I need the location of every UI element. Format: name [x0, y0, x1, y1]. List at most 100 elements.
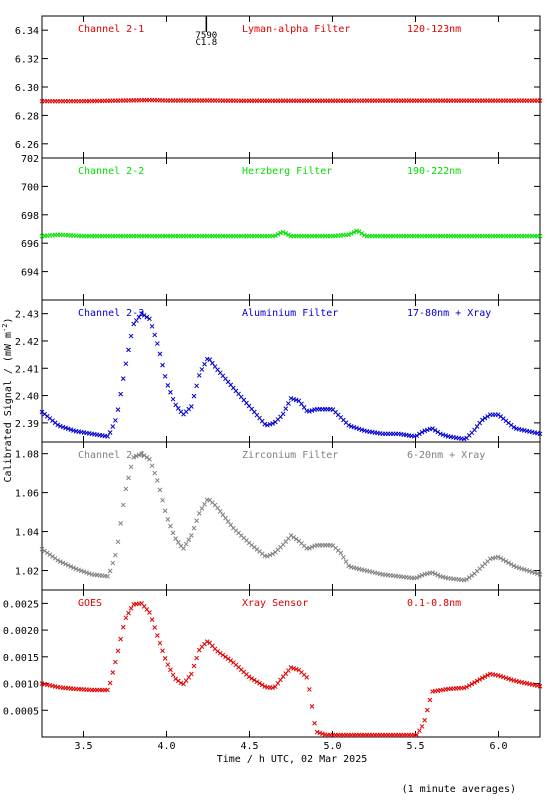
data-point [291, 396, 296, 402]
data-point [288, 665, 294, 670]
x-tick-label: 5.0 [323, 741, 341, 752]
data-point [461, 577, 467, 583]
data-point [181, 546, 186, 551]
data-point [537, 431, 543, 437]
data-point [435, 572, 441, 578]
data-point [424, 427, 430, 433]
data-point [275, 231, 281, 237]
panel-frame [41, 299, 541, 443]
data-point [498, 555, 504, 561]
panel-3: 2.39 2.40 2.41 2.42 2.43 Channel 2-3 Aluminium… [15, 299, 543, 443]
data-point [107, 680, 113, 686]
data-point [286, 232, 291, 238]
data-point [199, 367, 205, 372]
data-point [503, 675, 509, 681]
data-point [168, 389, 173, 395]
data-point [157, 640, 163, 646]
data-point [362, 232, 367, 238]
data-point [118, 521, 123, 526]
data-point [196, 510, 202, 516]
data-point [506, 560, 511, 566]
data-point [115, 407, 121, 413]
panel-band-label: 120-123nm [407, 24, 461, 35]
chart-panels: 6.26 6.28 6.30 6.32 6.34 Channel 2-1 Lyman-alp… [3, 15, 543, 752]
data-point [299, 401, 304, 407]
footnote: (1 minute averages) [402, 784, 516, 795]
data-point [55, 557, 61, 563]
data-point [474, 424, 480, 429]
data-point [306, 545, 312, 551]
y-axis-label: Calibrated Signal / (mW m-2) [1, 318, 14, 483]
data-point [204, 639, 210, 644]
x-axis-label: Time / h UTC, 02 Mar 2025 [217, 754, 368, 765]
y-tick-label: 702 [21, 154, 39, 165]
data-point [149, 323, 155, 329]
data-point [346, 422, 352, 428]
data-point [215, 648, 220, 654]
data-point [348, 231, 354, 236]
panel-frame [41, 157, 541, 301]
data-point [81, 569, 87, 575]
data-point [500, 674, 506, 680]
y-tick-label: 2.39 [15, 419, 39, 430]
data-point [419, 724, 425, 729]
panel-4: 1.02 1.04 1.06 1.08 Channel 2-4 Zirconium Fil… [15, 441, 543, 591]
data-point [113, 418, 118, 423]
data-point [134, 318, 139, 323]
data-point [149, 617, 155, 622]
y-tick-label: 2.41 [15, 364, 39, 375]
data-point [422, 717, 428, 723]
data-point [60, 560, 66, 566]
data-point [414, 575, 420, 581]
data-point [149, 463, 155, 469]
data-point [464, 684, 469, 690]
data-point [288, 533, 294, 538]
data-point [359, 231, 365, 236]
data-point [438, 431, 443, 437]
data-point [341, 554, 346, 560]
y-tick-label: 1.04 [15, 528, 39, 539]
data-point [259, 682, 265, 688]
panel-1: 6.26 6.28 6.30 6.32 6.34 Channel 2-1 Lyman-alp… [15, 15, 543, 159]
y-tick-label: 2.42 [15, 337, 39, 348]
data-point [532, 570, 538, 576]
data-point [170, 530, 176, 536]
data-point [199, 506, 205, 511]
data-point [165, 517, 171, 522]
y-tick-label: 0.0015 [3, 653, 39, 664]
data-point [338, 550, 344, 556]
data-point [495, 412, 501, 418]
data-point [246, 674, 252, 680]
panel-band-label: 0.1-0.8nm [407, 598, 461, 609]
data-point [136, 314, 142, 320]
data-point [178, 680, 184, 686]
data-point [113, 659, 118, 665]
y-tick-label: 0.0010 [3, 680, 39, 691]
data-point [128, 333, 134, 339]
data-point [435, 429, 441, 435]
y-tick-label: 0.0005 [3, 706, 39, 717]
panel-frame [41, 441, 541, 591]
event-marker-number: 7590 [195, 31, 217, 41]
data-point [84, 570, 89, 575]
data-point [482, 674, 488, 679]
data-point [120, 624, 126, 630]
data-point [126, 610, 131, 616]
data-point [503, 558, 509, 564]
data-point [141, 313, 147, 318]
data-point [278, 230, 283, 236]
data-point [175, 539, 181, 545]
y-tick-label: 0.0020 [3, 626, 39, 637]
data-point [118, 391, 123, 397]
data-point [39, 546, 45, 552]
y-tick-label: 6.28 [15, 111, 39, 122]
x-tick-label: 3.5 [74, 741, 92, 752]
data-point [139, 451, 144, 457]
data-point [157, 351, 163, 357]
y-tick-label: 0.0025 [3, 599, 39, 610]
data-point [537, 98, 543, 103]
data-point [107, 430, 113, 435]
data-point [309, 703, 315, 709]
y-tick-label: 698 [21, 211, 39, 222]
data-point [424, 707, 430, 713]
